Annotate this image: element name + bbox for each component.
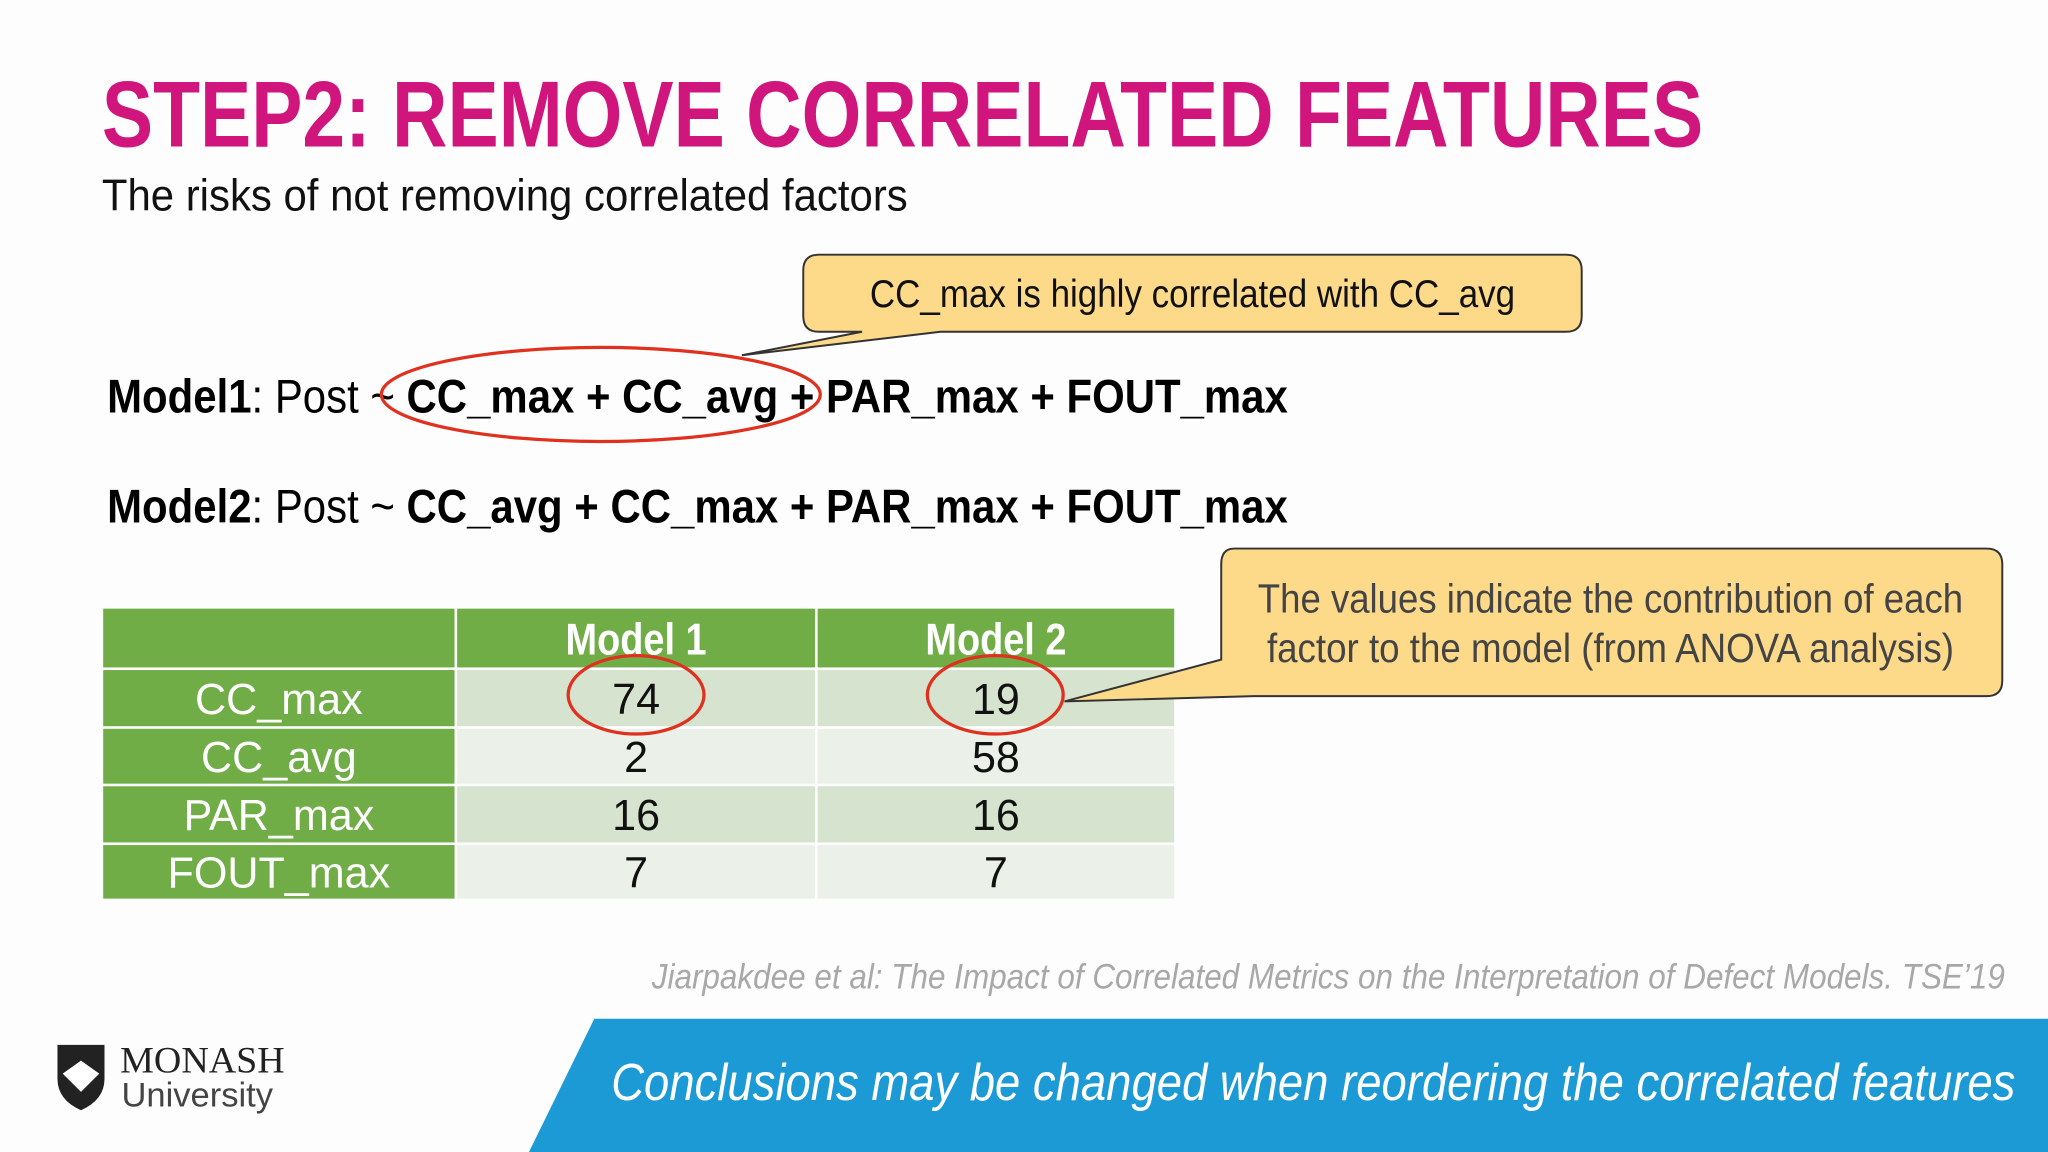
model-name: Model1 <box>107 370 251 423</box>
row-label: CC_max <box>195 676 363 724</box>
table-cell <box>817 786 1175 843</box>
model-line: Model1: Post ~ CC_max + CC_avg + PAR_max… <box>107 370 1288 423</box>
table-cell <box>817 845 1175 899</box>
model-formula: CC_avg + CC_max + PAR_max + FOUT_max <box>407 479 1288 532</box>
model-prefix: : Post ~ <box>252 479 407 532</box>
banner-text: Conclusions may be changed when reorderi… <box>611 1054 2015 1112</box>
callout-box <box>741 253 1583 357</box>
row-label: FOUT_max <box>168 850 391 898</box>
model-line: Model2: Post ~ CC_avg + CC_max + PAR_max… <box>107 479 1288 532</box>
cell-value: 7 <box>984 850 1008 898</box>
table-cell <box>817 728 1175 784</box>
row-label: PAR_max <box>183 792 374 840</box>
citation: Jiarpakdee et al: The Impact of Correlat… <box>651 958 2005 997</box>
logo-name: MONASH <box>120 1039 285 1080</box>
row-label-cell <box>103 845 455 899</box>
cell-value: 58 <box>972 734 1020 782</box>
cell-value: 2 <box>624 734 648 782</box>
highlight-ellipse <box>925 654 1065 736</box>
header-cell <box>103 608 455 668</box>
subtitle: The risks of not removing correlated fac… <box>102 171 908 220</box>
highlight-ellipse <box>379 345 822 444</box>
row-label-cell <box>103 728 455 784</box>
model-name: Model2 <box>107 479 251 532</box>
row-label: CC_avg <box>201 734 357 782</box>
table-cell <box>457 845 816 899</box>
model-prefix: : Post ~ <box>252 370 407 423</box>
banner <box>528 1018 2048 1152</box>
header-cell <box>457 608 816 668</box>
row-label-cell <box>103 670 455 727</box>
callout-text: CC_max is highly correlated with CC_avg <box>870 273 1515 316</box>
title: STEP2: REMOVE CORRELATED FEATURES <box>102 61 1703 166</box>
callout-text: factor to the model (from ANOVA analysis… <box>1267 625 1954 671</box>
header-cell <box>817 608 1175 668</box>
cell-value: 7 <box>624 850 648 898</box>
table-cell <box>457 670 816 727</box>
cell-value: 19 <box>972 676 1020 724</box>
callout-box <box>1064 547 2004 703</box>
cell-value: 16 <box>972 792 1020 840</box>
logo-crest-detail <box>62 1060 100 1092</box>
callout-text: The values indicate the contribution of … <box>1258 576 1963 622</box>
table-cell <box>457 728 816 784</box>
logo-subname: University <box>121 1076 273 1114</box>
row-label-cell <box>103 786 455 843</box>
cell-value: 16 <box>612 792 660 840</box>
model-formula: CC_max + CC_avg + PAR_max + FOUT_max <box>407 370 1288 423</box>
table-cell <box>457 786 816 843</box>
highlight-ellipse <box>566 654 706 736</box>
cell-value: 74 <box>612 676 660 724</box>
